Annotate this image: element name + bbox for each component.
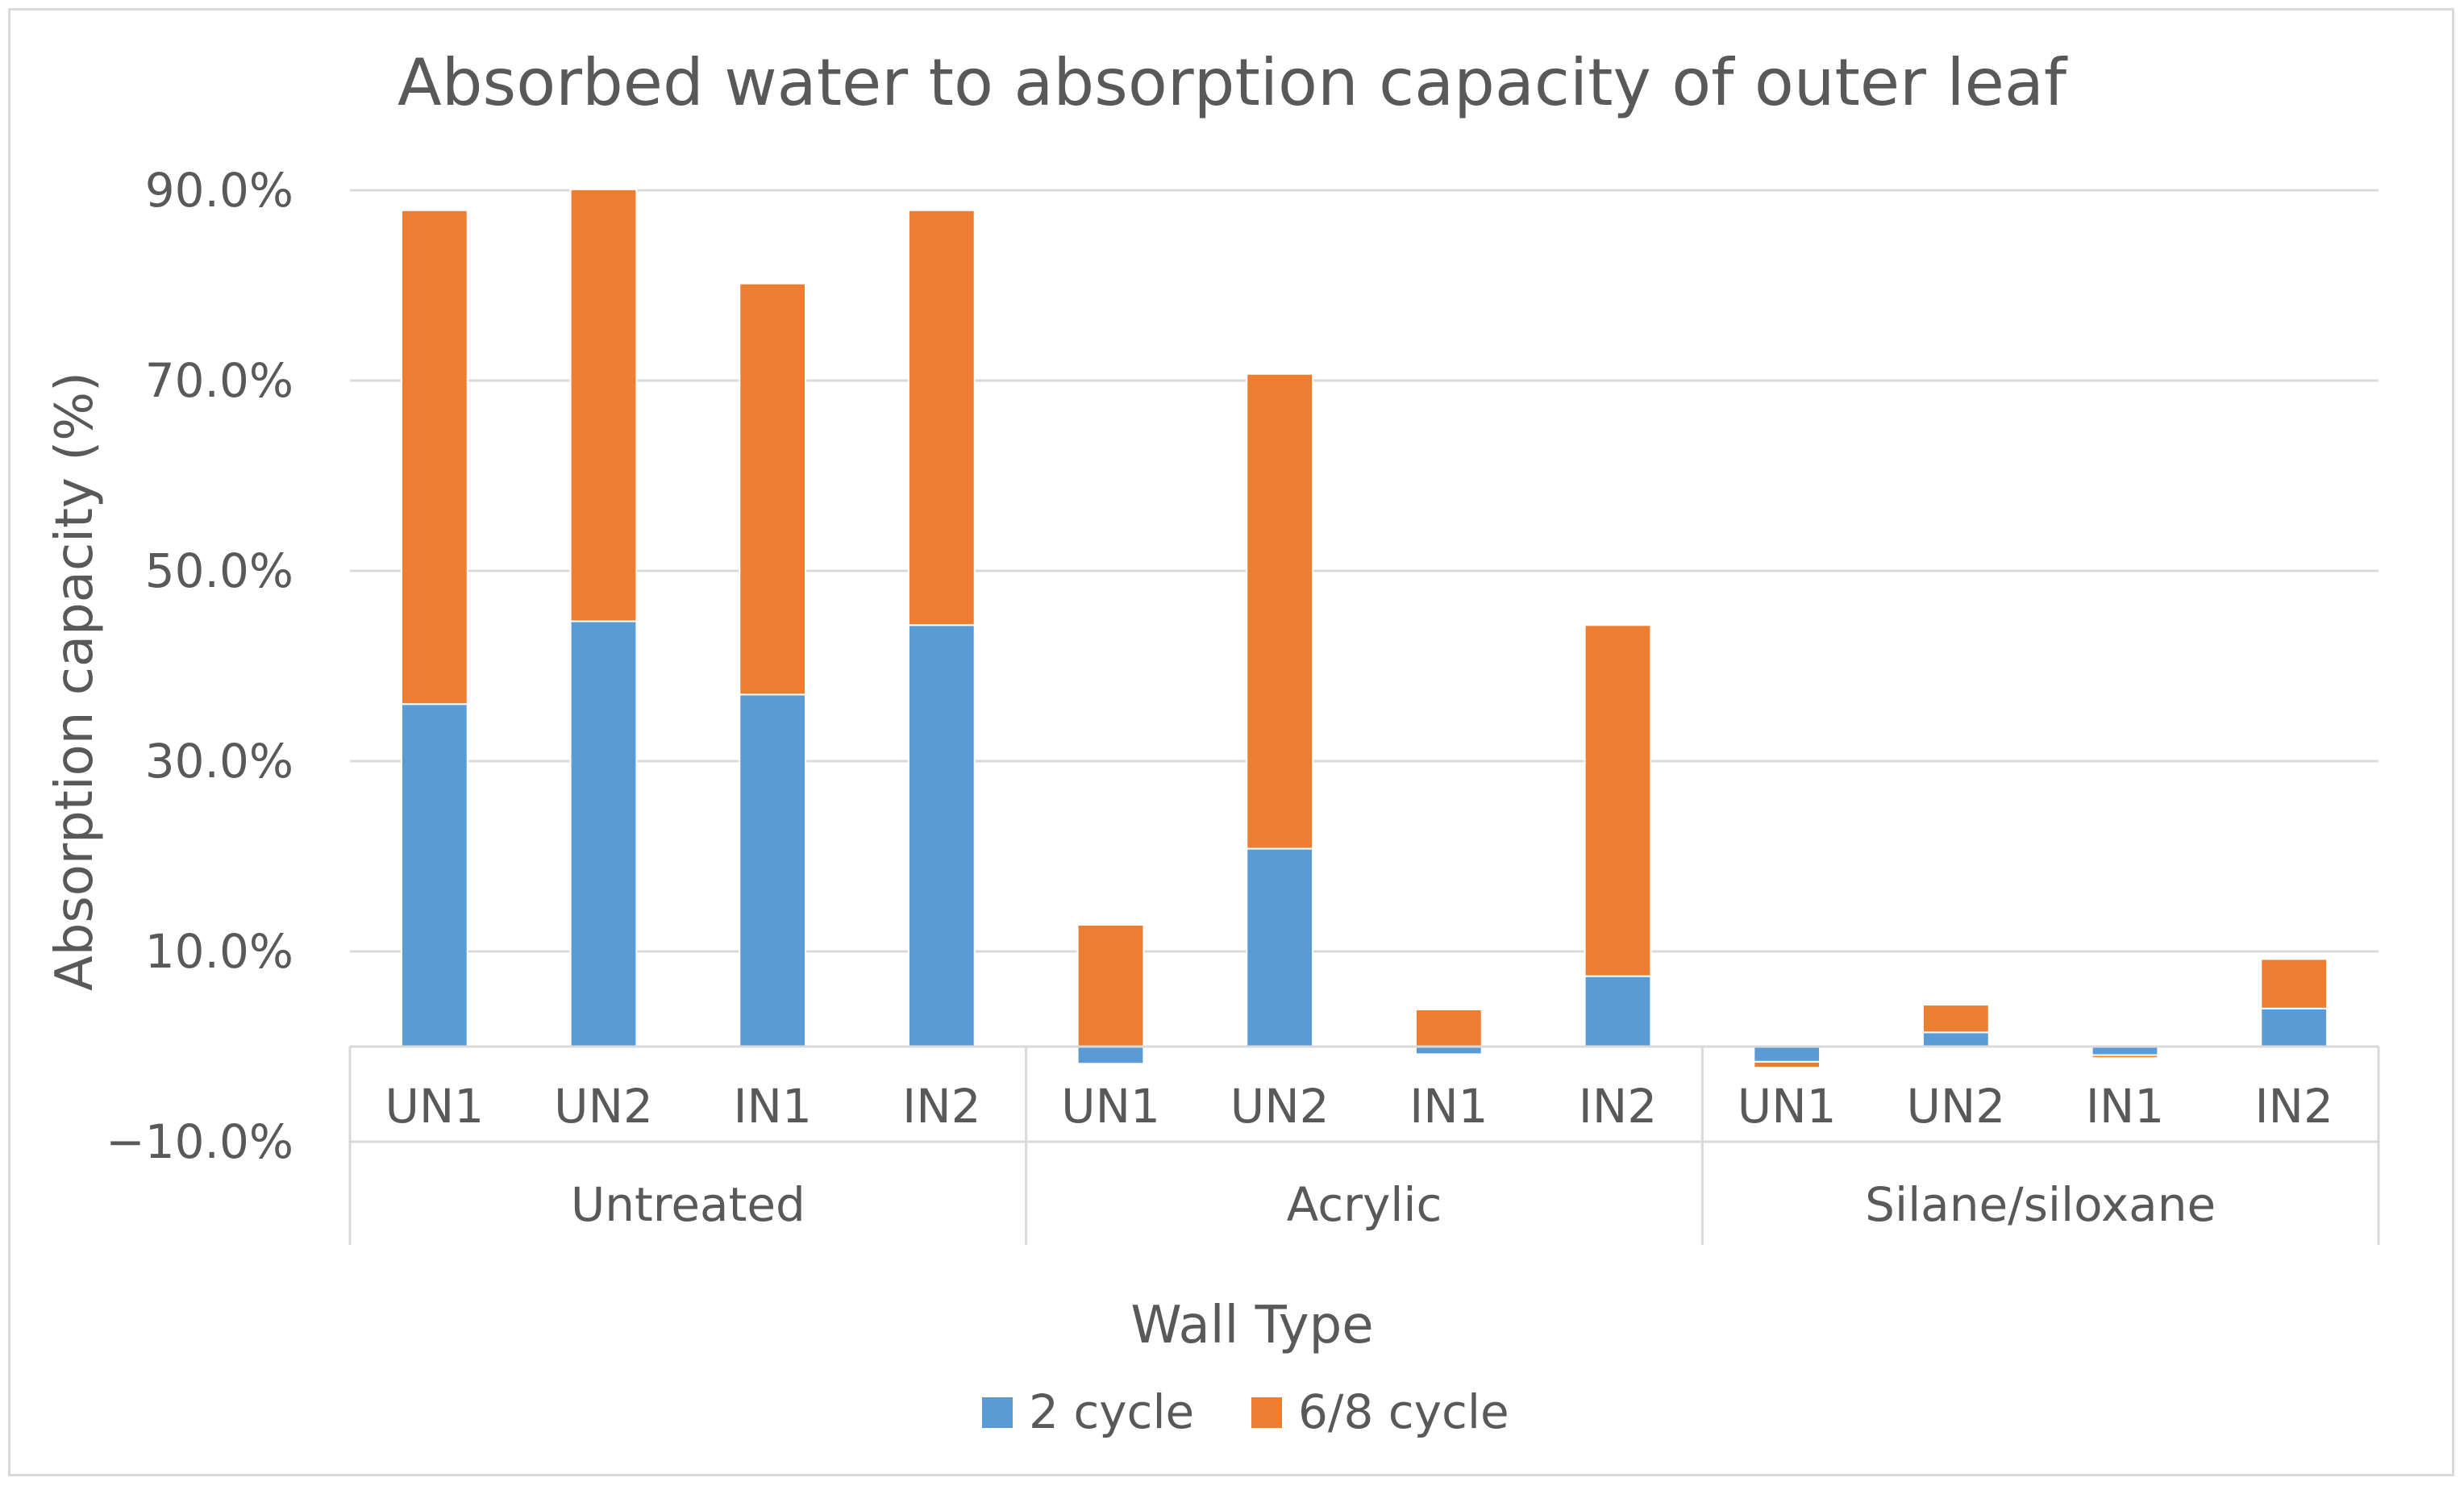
bar-segment — [739, 693, 807, 1048]
bars — [400, 188, 2329, 1068]
gridlines — [350, 189, 2379, 953]
bar-segment — [907, 209, 976, 626]
y-tick-label: 30.0% — [145, 734, 293, 789]
legend-swatch-6-8-cycle — [1251, 1397, 1282, 1428]
x-axis-title: Wall Type — [1130, 1296, 1373, 1355]
x-tick-label: UN2 — [1906, 1079, 2005, 1134]
x-tick-labels: UN1 UN2 IN1 IN2 Untreated UN1 UN2 IN1 IN2 Acrylic… — [385, 1079, 2333, 1232]
y-tick-label: 50.0% — [145, 543, 293, 598]
legend-label-6-8-cycle: 6/8 cycle — [1298, 1384, 1509, 1439]
bar-segment — [739, 282, 807, 696]
bar-segment — [2091, 1046, 2159, 1056]
y-tick-label: −10.0% — [106, 1114, 293, 1169]
x-tick-label: IN1 — [1409, 1079, 1488, 1134]
bar-segment — [2260, 1007, 2329, 1048]
bar-segment — [1414, 1008, 1483, 1047]
legend: 2 cycle 6/8 cycle — [982, 1384, 1509, 1439]
y-tick-label: 10.0% — [145, 924, 293, 979]
bar-segment — [400, 209, 468, 706]
bar-segment — [1246, 373, 1314, 850]
bar-segment — [569, 188, 638, 622]
x-tick-label: IN1 — [733, 1079, 811, 1134]
legend-label-2-cycle: 2 cycle — [1029, 1384, 1194, 1439]
x-tick-label: UN1 — [385, 1079, 484, 1134]
bar-segment — [1246, 847, 1314, 1048]
bar-segment — [1584, 624, 1652, 977]
bar-segment — [1921, 1031, 1990, 1048]
chart-title: Absorbed water to absorption capacity of… — [397, 45, 2068, 120]
x-tick-label: UN1 — [1061, 1079, 1160, 1134]
bar-segment — [1921, 1004, 1990, 1034]
x-tick-label: UN1 — [1738, 1079, 1837, 1134]
y-tick-label: 90.0% — [145, 163, 293, 218]
x-tick-label: IN2 — [902, 1079, 980, 1134]
bar-segment — [1076, 923, 1145, 1047]
category-axis — [348, 1045, 2380, 1245]
y-axis-title: Absorption capacity (%) — [45, 372, 105, 991]
x-tick-label: UN2 — [554, 1079, 653, 1134]
y-tick-labels: 90.0% 70.0% 50.0% 30.0% 10.0% −10.0% — [106, 163, 293, 1169]
bar-segment — [400, 703, 468, 1047]
group-label: Silane/siloxane — [1865, 1177, 2216, 1232]
bar-segment — [1753, 1060, 1821, 1068]
legend-swatch-2-cycle — [982, 1397, 1013, 1428]
x-tick-label: IN2 — [1579, 1079, 1657, 1134]
group-label: Acrylic — [1287, 1177, 1442, 1232]
x-tick-label: UN2 — [1230, 1079, 1330, 1134]
bar-segment — [1076, 1046, 1145, 1065]
x-tick-label: IN2 — [2254, 1079, 2333, 1134]
bar-segment — [2260, 958, 2329, 1009]
bar-segment — [2091, 1054, 2159, 1059]
bar-segment — [907, 624, 976, 1047]
x-tick-label: IN1 — [2086, 1079, 2164, 1134]
y-tick-label: 70.0% — [145, 353, 293, 408]
group-label: Untreated — [571, 1177, 805, 1232]
bar-segment — [569, 620, 638, 1047]
bar-segment — [1584, 975, 1652, 1048]
bar-segment — [1753, 1046, 1821, 1063]
